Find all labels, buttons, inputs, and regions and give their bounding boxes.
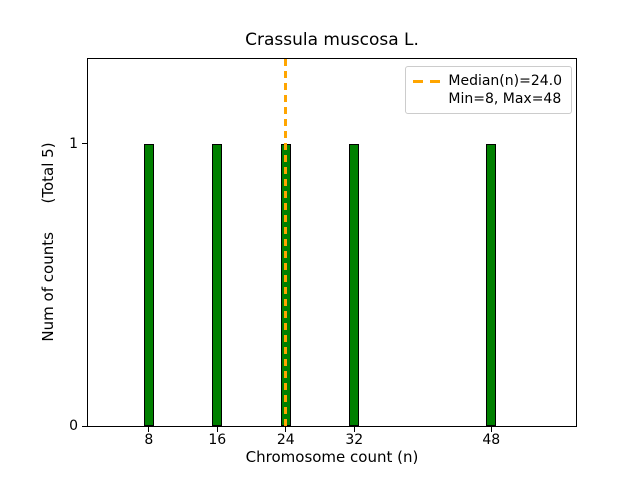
- x-tick-label-24: 24: [276, 432, 295, 448]
- y-tick-label-0: 0: [69, 418, 78, 434]
- chart-title: Crassula muscosa L.: [245, 30, 419, 50]
- y-tick-1: [82, 143, 87, 145]
- x-tick-label-16: 16: [208, 432, 227, 448]
- legend-empty-sample: [413, 98, 440, 101]
- median-line: [284, 59, 288, 426]
- bar-16: [212, 143, 223, 426]
- plot-area: Median(n)=24.0 Min=8, Max=48 8 16 24 32 48 0 1: [69, 58, 577, 448]
- x-axis-label: Chromosome count (n): [245, 448, 419, 466]
- bar-32: [349, 143, 360, 426]
- legend-label-minmax: Min=8, Max=48: [448, 91, 562, 107]
- median-dashed-line-sample-icon: [413, 79, 441, 83]
- x-tick-32: [353, 427, 355, 432]
- legend-label-median: Median(n)=24.0: [448, 73, 562, 89]
- bar-48: [486, 143, 497, 426]
- x-tick-48: [490, 427, 492, 432]
- x-tick-24: [285, 427, 287, 432]
- x-tick-label-48: 48: [482, 432, 501, 448]
- legend: Median(n)=24.0 Min=8, Max=48: [405, 66, 572, 114]
- x-tick-8: [148, 427, 150, 432]
- y-axis-label: Num of counts (Total 5): [39, 142, 57, 342]
- legend-row-median: Median(n)=24.0: [413, 72, 562, 90]
- bar-8: [143, 143, 154, 426]
- y-tick-label-1: 1: [69, 135, 78, 152]
- x-tick-16: [216, 427, 218, 432]
- x-tick-label-32: 32: [345, 432, 364, 448]
- legend-row-minmax: Min=8, Max=48: [413, 90, 562, 108]
- y-tick-0: [82, 425, 87, 427]
- x-tick-label-8: 8: [144, 432, 154, 448]
